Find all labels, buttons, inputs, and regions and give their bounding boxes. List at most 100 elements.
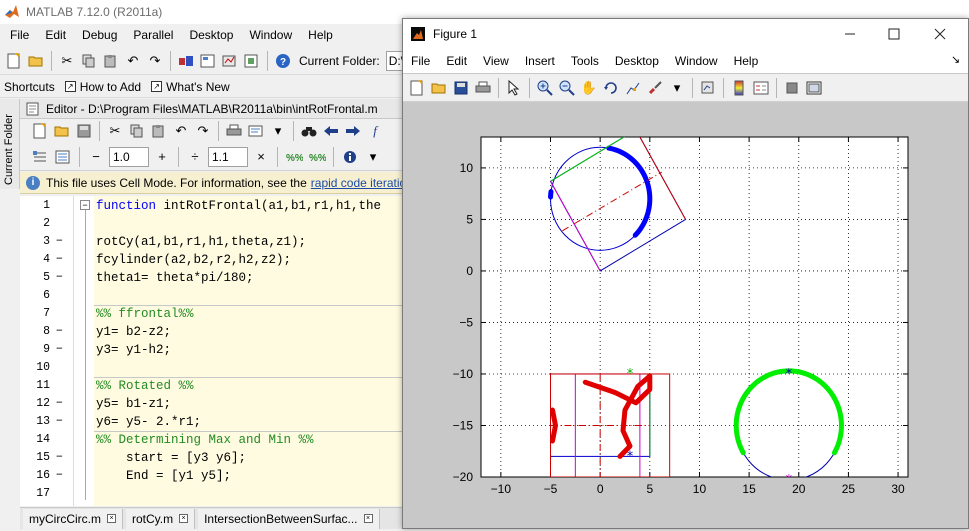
- insert-cell-icon[interactable]: [30, 147, 50, 167]
- dropdown-icon[interactable]: ▾: [667, 78, 687, 98]
- open-folder-icon[interactable]: [52, 121, 72, 141]
- fig-menu-edit[interactable]: Edit: [438, 50, 475, 72]
- copy-icon[interactable]: [79, 51, 99, 71]
- menu-window[interactable]: Window: [241, 24, 300, 46]
- cut-icon[interactable]: ✂: [57, 51, 77, 71]
- breakpoint-marker[interactable]: −: [56, 251, 70, 269]
- breakpoint-marker[interactable]: −: [56, 323, 70, 341]
- menu-edit[interactable]: Edit: [37, 24, 74, 46]
- paste-icon[interactable]: [101, 51, 121, 71]
- code-line[interactable]: End = [y1 y5];: [96, 467, 231, 485]
- pointer-icon[interactable]: [504, 78, 524, 98]
- breakpoint-marker[interactable]: −: [56, 449, 70, 467]
- undo-icon[interactable]: ↶: [123, 51, 143, 71]
- zoom-in-icon[interactable]: [535, 78, 555, 98]
- menu-help[interactable]: Help: [300, 24, 341, 46]
- file-tab[interactable]: myCircCirc.m×: [23, 509, 123, 529]
- code-line[interactable]: y6= y5- 2.*r1;: [96, 413, 201, 431]
- profiler-icon[interactable]: [220, 51, 240, 71]
- fig-menu-window[interactable]: Window: [667, 50, 726, 72]
- current-folder-side-tab[interactable]: Current Folder: [0, 99, 20, 189]
- close-icon[interactable]: ×: [364, 514, 373, 523]
- function-icon[interactable]: f: [365, 121, 385, 141]
- breakpoint-marker[interactable]: −: [56, 413, 70, 431]
- paste-icon[interactable]: [149, 121, 169, 141]
- maximize-button[interactable]: [871, 19, 917, 49]
- rotate-3d-icon[interactable]: [601, 78, 621, 98]
- redo-icon[interactable]: ↷: [193, 121, 213, 141]
- new-file-icon[interactable]: [4, 51, 24, 71]
- breakpoint-marker[interactable]: −: [56, 233, 70, 251]
- simulink-library-icon[interactable]: [242, 51, 262, 71]
- code-line[interactable]: %% ffrontal%%: [96, 305, 194, 323]
- cell-value-input-2[interactable]: 1.1: [208, 147, 248, 167]
- open-folder-icon[interactable]: [26, 51, 46, 71]
- breakpoint-marker[interactable]: −: [56, 341, 70, 359]
- menu-parallel[interactable]: Parallel: [125, 24, 181, 46]
- fold-toggle-icon[interactable]: −: [80, 200, 90, 210]
- redo-icon[interactable]: ↷: [145, 51, 165, 71]
- fig-menu-insert[interactable]: Insert: [517, 50, 563, 72]
- code-line[interactable]: y5= b1-z1;: [96, 395, 171, 413]
- cut-icon[interactable]: ✂: [105, 121, 125, 141]
- evaluate-cell-icon[interactable]: %%: [284, 147, 304, 167]
- fig-menu-view[interactable]: View: [475, 50, 517, 72]
- code-line[interactable]: rotCy(a1,b1,r1,h1,theta,z1);: [96, 233, 306, 251]
- code-line[interactable]: theta1= theta*pi/180;: [96, 269, 254, 287]
- file-tab[interactable]: IntersectionBetweenSurfac...×: [198, 509, 379, 529]
- evaluate-advance-icon[interactable]: %%: [307, 147, 327, 167]
- legend-icon[interactable]: [751, 78, 771, 98]
- save-icon[interactable]: [451, 78, 471, 98]
- zoom-out-icon[interactable]: [557, 78, 577, 98]
- close-icon[interactable]: ×: [179, 514, 188, 523]
- rapid-code-iteration-link[interactable]: rapid code iteratio: [311, 176, 406, 190]
- colorbar-icon[interactable]: [729, 78, 749, 98]
- cell-value-input-1[interactable]: 1.0: [109, 147, 149, 167]
- breakpoint-marker[interactable]: −: [56, 395, 70, 413]
- code-line[interactable]: start = [y3 y6];: [96, 449, 246, 467]
- dock-arrow-icon[interactable]: ↘: [951, 53, 960, 66]
- decrement-button[interactable]: −: [86, 147, 106, 167]
- copy-icon[interactable]: [127, 121, 147, 141]
- how-to-add-shortcut[interactable]: ↗How to Add: [65, 80, 141, 94]
- print-icon[interactable]: [224, 121, 244, 141]
- minimize-button[interactable]: [827, 19, 873, 49]
- cell-eval-icon[interactable]: [53, 147, 73, 167]
- menu-debug[interactable]: Debug: [74, 24, 125, 46]
- cell-info-icon[interactable]: [340, 147, 360, 167]
- multiply-button[interactable]: ×: [251, 147, 271, 167]
- fig-menu-file[interactable]: File: [403, 50, 438, 72]
- whats-new-shortcut[interactable]: ↗What's New: [151, 80, 230, 94]
- dropdown-icon[interactable]: ▾: [363, 147, 383, 167]
- save-icon[interactable]: [74, 121, 94, 141]
- shortcuts-label[interactable]: Shortcuts: [4, 80, 55, 94]
- code-line[interactable]: function intRotFrontal(a1,b1,r1,h1,the: [96, 197, 381, 215]
- brush-icon[interactable]: [645, 78, 665, 98]
- code-line[interactable]: y3= y1-h2;: [96, 341, 171, 359]
- file-tab[interactable]: rotCy.m×: [126, 509, 195, 529]
- print-icon[interactable]: [473, 78, 493, 98]
- new-file-icon[interactable]: [30, 121, 50, 141]
- pan-hand-icon[interactable]: ✋: [579, 78, 599, 98]
- simulink-icon[interactable]: [176, 51, 196, 71]
- divide-button[interactable]: ÷: [185, 147, 205, 167]
- publish-icon[interactable]: [246, 121, 266, 141]
- code-line[interactable]: %% Determining Max and Min %%: [96, 431, 314, 449]
- fig-menu-help[interactable]: Help: [726, 50, 767, 72]
- close-button[interactable]: [917, 19, 963, 49]
- menu-desktop[interactable]: Desktop: [181, 24, 241, 46]
- new-figure-icon[interactable]: [407, 78, 427, 98]
- code-line[interactable]: fcylinder(a2,b2,r2,h2,z2);: [96, 251, 291, 269]
- menu-file[interactable]: File: [2, 24, 37, 46]
- code-line[interactable]: %% Rotated %%: [96, 377, 194, 395]
- fig-menu-desktop[interactable]: Desktop: [607, 50, 667, 72]
- link-plot-icon[interactable]: [698, 78, 718, 98]
- breakpoint-marker[interactable]: −: [56, 467, 70, 485]
- fig-menu-tools[interactable]: Tools: [563, 50, 607, 72]
- guide-icon[interactable]: [198, 51, 218, 71]
- breakpoint-marker[interactable]: −: [56, 269, 70, 287]
- code-line[interactable]: y1= b2-z2;: [96, 323, 171, 341]
- back-arrow-icon[interactable]: [321, 121, 341, 141]
- dropdown-icon[interactable]: ▾: [268, 121, 288, 141]
